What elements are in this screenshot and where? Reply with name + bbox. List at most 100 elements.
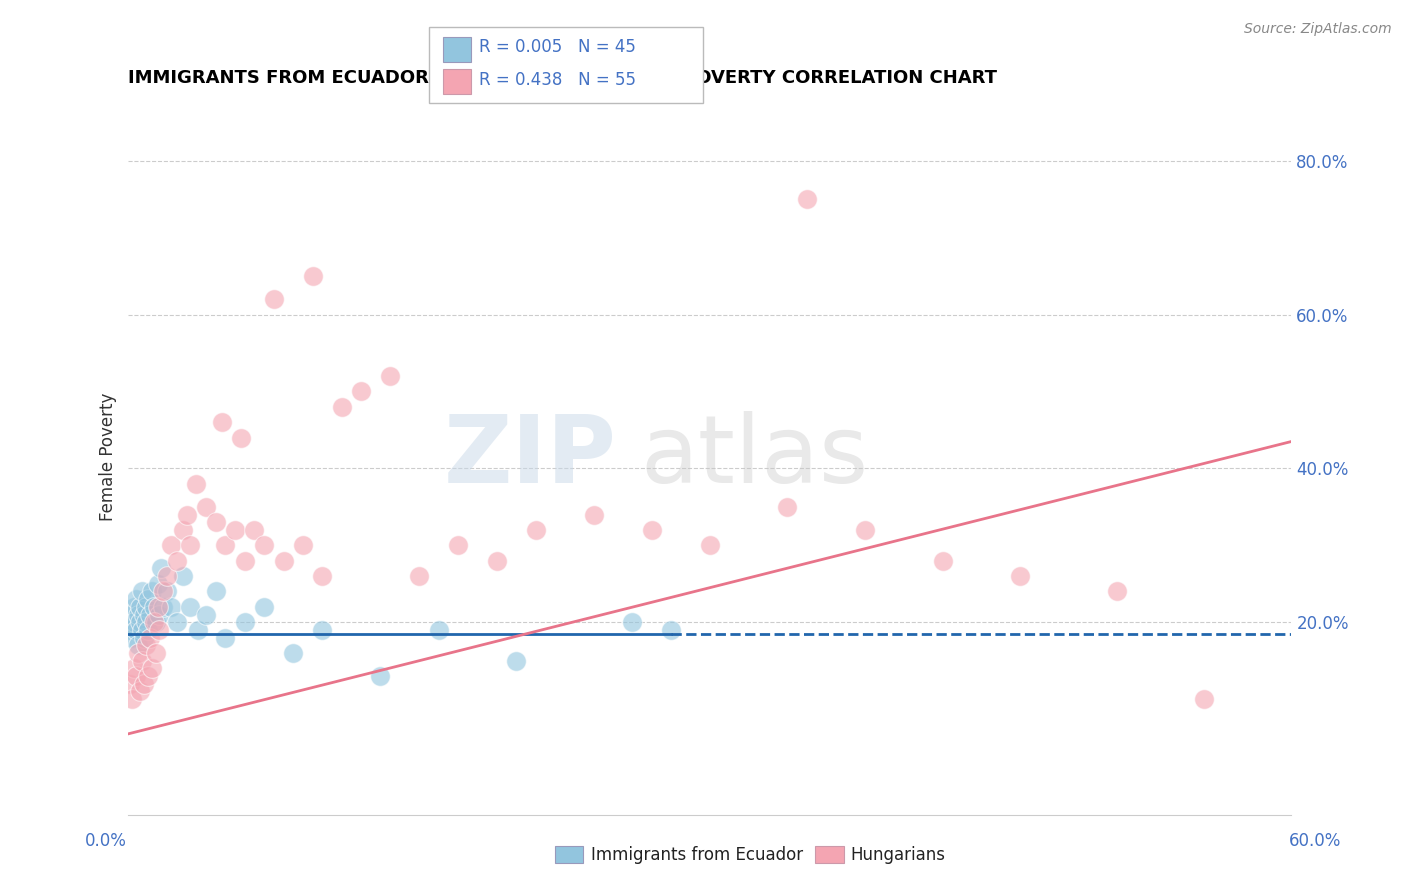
Point	[204, 515, 226, 529]
Text: 60.0%: 60.0%	[1288, 831, 1341, 849]
Point	[160, 599, 183, 614]
Point	[195, 607, 218, 622]
Point	[150, 561, 173, 575]
Point	[172, 569, 194, 583]
Point	[136, 623, 159, 637]
Point	[131, 584, 153, 599]
Point	[224, 523, 246, 537]
Point	[186, 476, 208, 491]
Point	[204, 584, 226, 599]
Point	[124, 661, 146, 675]
Point	[233, 615, 256, 630]
Point	[273, 554, 295, 568]
Point	[291, 538, 314, 552]
Point	[139, 607, 162, 622]
Text: 0.0%: 0.0%	[84, 831, 127, 849]
Point	[621, 615, 644, 630]
Point	[243, 523, 266, 537]
Point	[582, 508, 605, 522]
Point	[172, 523, 194, 537]
Point	[776, 500, 799, 514]
Point	[142, 599, 165, 614]
Point	[214, 538, 236, 552]
Point	[214, 631, 236, 645]
Text: R = 0.438   N = 55: R = 0.438 N = 55	[479, 71, 637, 89]
Point	[124, 615, 146, 630]
Point	[166, 615, 188, 630]
Point	[370, 669, 392, 683]
Point	[125, 623, 148, 637]
Point	[129, 615, 152, 630]
Point	[136, 592, 159, 607]
Point	[311, 623, 333, 637]
Point	[145, 615, 167, 630]
Point	[641, 523, 664, 537]
Point	[179, 538, 201, 552]
Point	[253, 538, 276, 552]
Point	[253, 599, 276, 614]
Text: Hungarians: Hungarians	[851, 847, 946, 864]
Point	[853, 523, 876, 537]
Point	[524, 523, 547, 537]
Point	[148, 607, 170, 622]
Point	[135, 638, 157, 652]
Point	[166, 554, 188, 568]
Point	[1192, 692, 1215, 706]
Point	[146, 576, 169, 591]
Point	[132, 607, 155, 622]
Point	[132, 631, 155, 645]
Point	[156, 569, 179, 583]
Point	[131, 623, 153, 637]
Point	[659, 623, 682, 637]
Point	[146, 599, 169, 614]
Point	[125, 669, 148, 683]
Point	[1105, 584, 1128, 599]
Text: IMMIGRANTS FROM ECUADOR VS HUNGARIAN FEMALE POVERTY CORRELATION CHART: IMMIGRANTS FROM ECUADOR VS HUNGARIAN FEM…	[128, 69, 997, 87]
Point	[132, 677, 155, 691]
Point	[152, 584, 174, 599]
Point	[195, 500, 218, 514]
Point	[485, 554, 508, 568]
Point	[211, 415, 233, 429]
Text: atlas: atlas	[640, 411, 869, 503]
Point	[330, 400, 353, 414]
Point	[378, 369, 401, 384]
Y-axis label: Female Poverty: Female Poverty	[100, 392, 117, 521]
Point	[129, 684, 152, 698]
Point	[408, 569, 430, 583]
Point	[129, 599, 152, 614]
Point	[187, 623, 209, 637]
Point	[301, 269, 323, 284]
Point	[152, 599, 174, 614]
Point	[121, 631, 143, 645]
Point	[148, 623, 170, 637]
Text: R = 0.005   N = 45: R = 0.005 N = 45	[479, 38, 637, 56]
Point	[124, 599, 146, 614]
Point	[125, 592, 148, 607]
Point	[127, 646, 149, 660]
Point	[121, 692, 143, 706]
Point	[931, 554, 953, 568]
Text: Immigrants from Ecuador: Immigrants from Ecuador	[591, 847, 803, 864]
Point	[141, 661, 163, 675]
Point	[283, 646, 305, 660]
Point	[699, 538, 721, 552]
Point	[127, 607, 149, 622]
Point	[121, 607, 143, 622]
Point	[145, 646, 167, 660]
Point	[120, 623, 142, 637]
Point	[136, 669, 159, 683]
Point	[796, 192, 818, 206]
Point	[131, 654, 153, 668]
Point	[135, 615, 157, 630]
Point	[311, 569, 333, 583]
Point	[160, 538, 183, 552]
Point	[233, 554, 256, 568]
Text: ZIP: ZIP	[444, 411, 617, 503]
Point	[1010, 569, 1032, 583]
Point	[156, 584, 179, 599]
Point	[505, 654, 527, 668]
Point	[176, 508, 198, 522]
Point	[135, 599, 157, 614]
Point	[141, 584, 163, 599]
